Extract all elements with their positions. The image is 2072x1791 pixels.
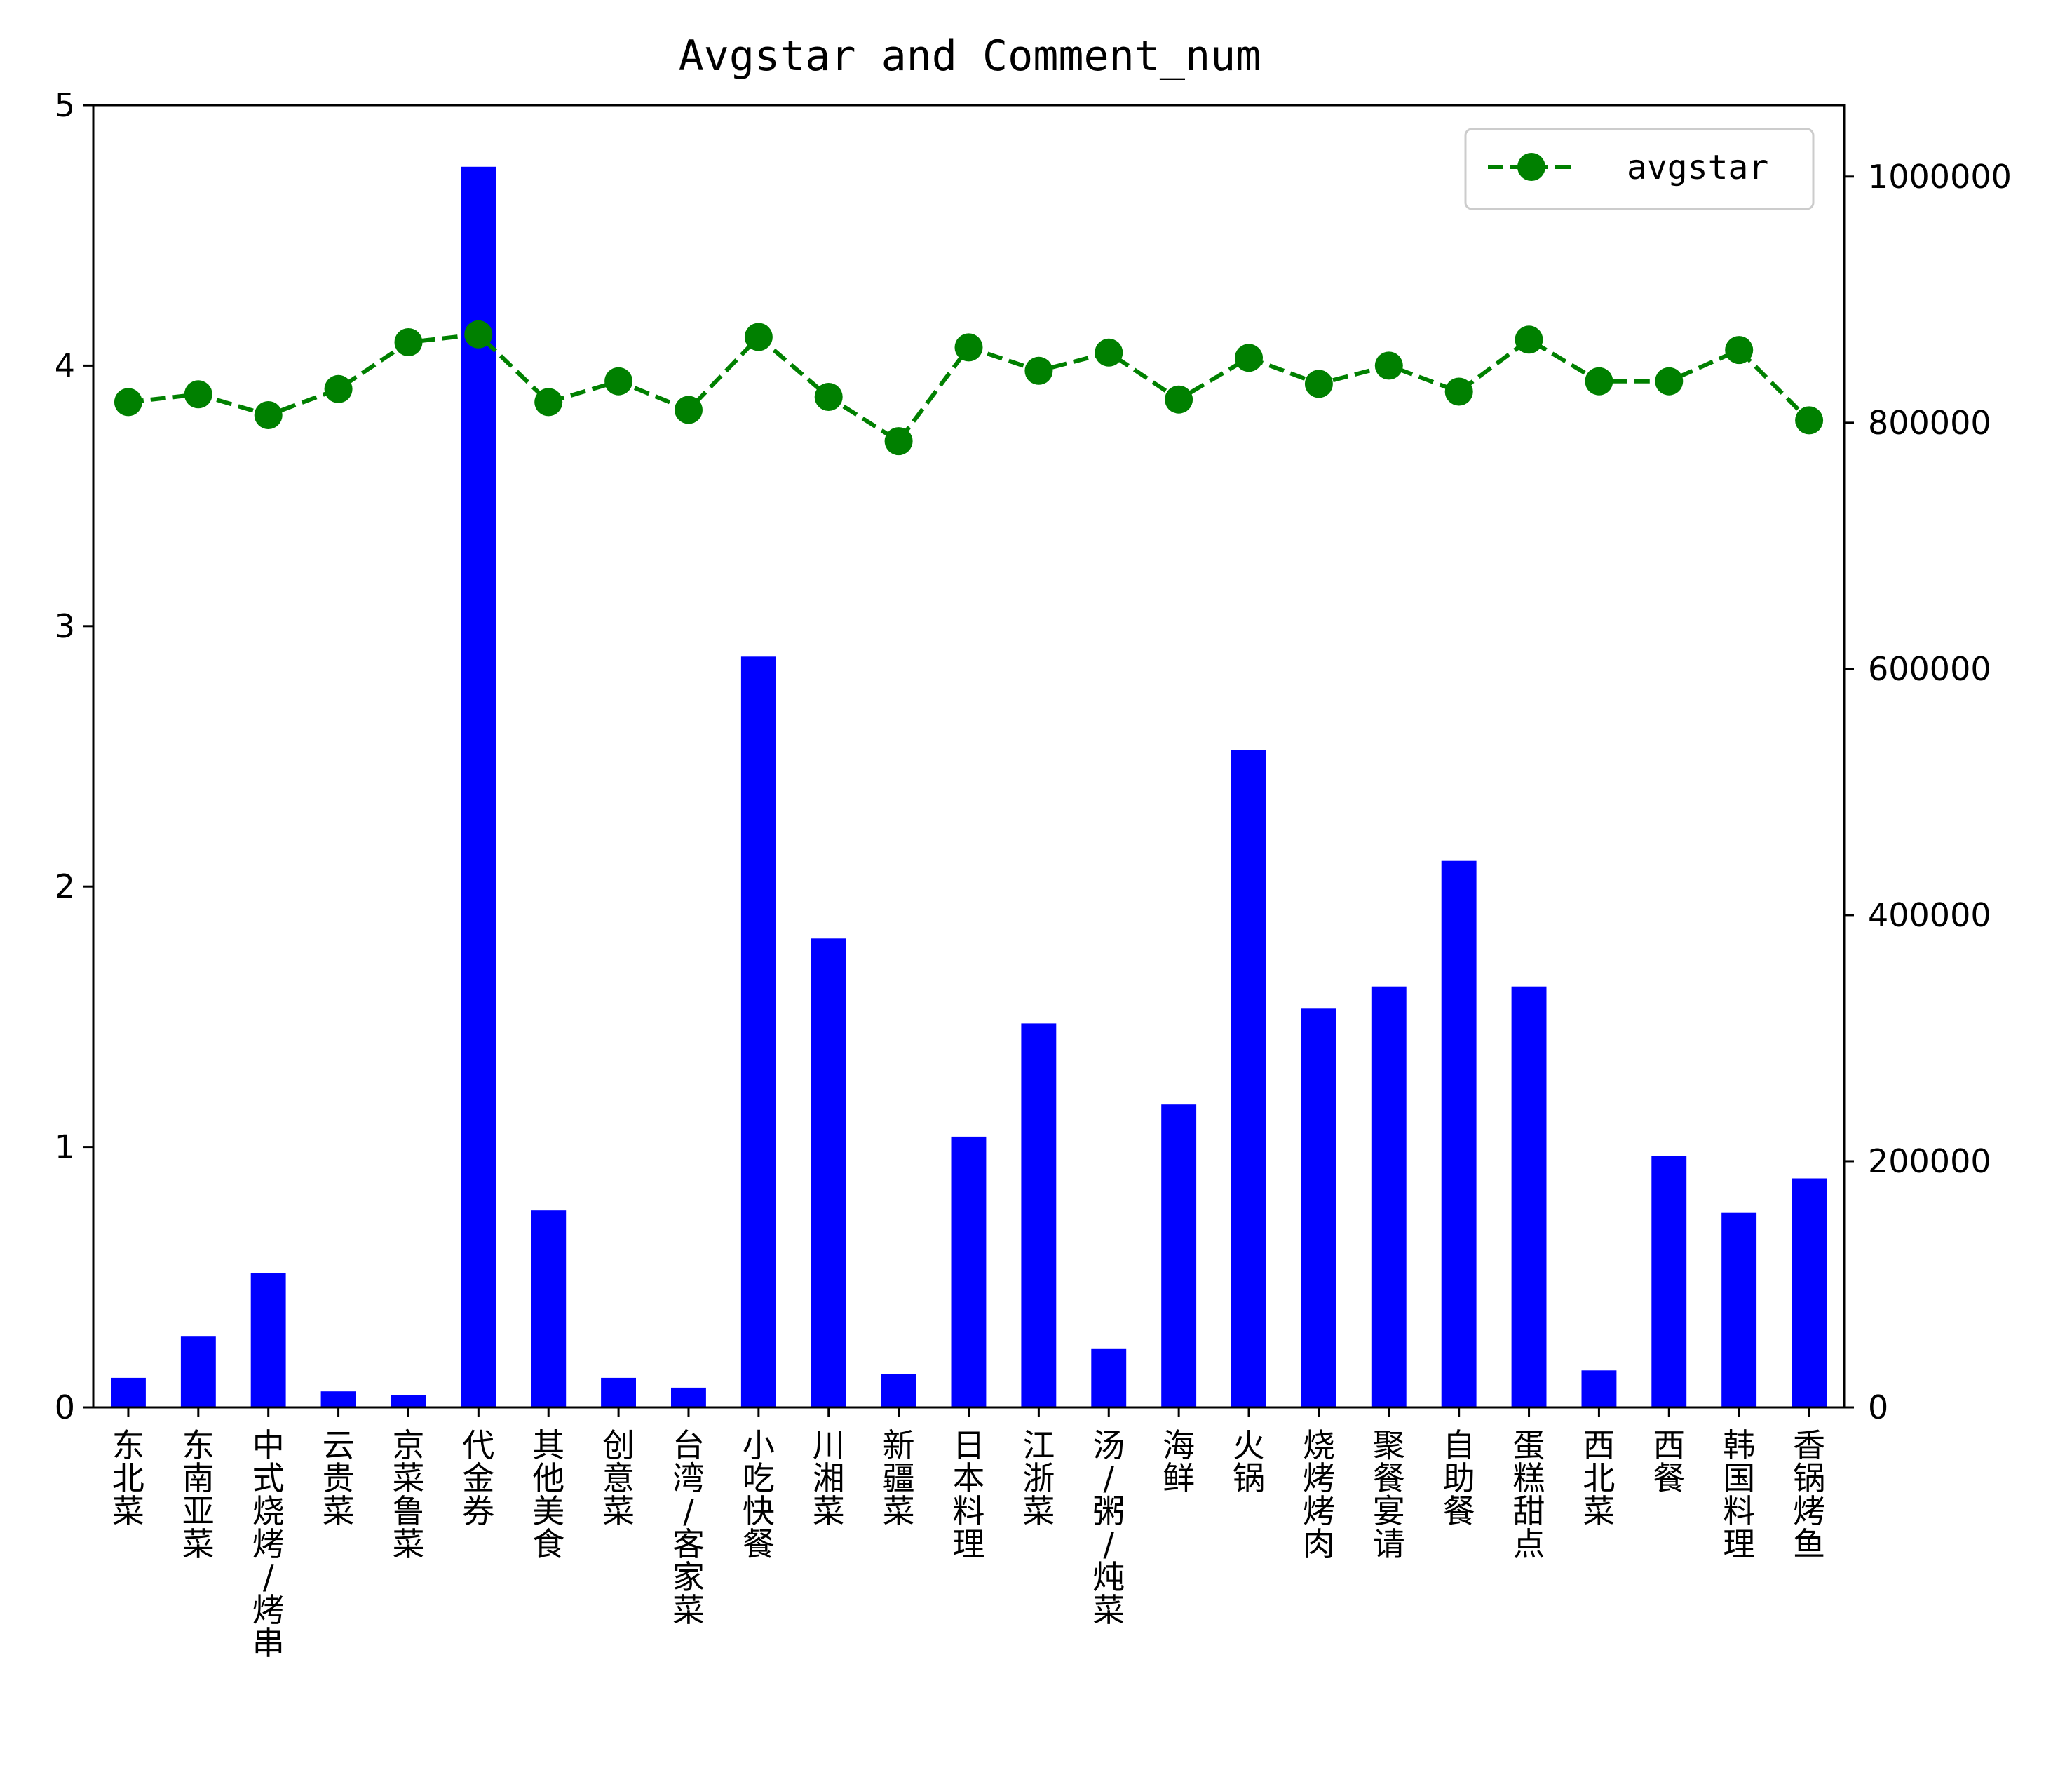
right-tick-label: 400000 [1868, 896, 1991, 934]
category-label-东南亚菜: 东南亚菜 [182, 1426, 215, 1563]
avgstar-point-自助餐 [1444, 377, 1473, 406]
category-label-江浙菜: 江浙菜 [1022, 1426, 1055, 1530]
right-axis-ticks: 0 200000 400000 600000 800000 1000000 [1844, 158, 2012, 1426]
bar-其他美食 [531, 1210, 567, 1407]
category-label-中式烧烤/烤串: 中式烧烤/烤串 [252, 1426, 285, 1662]
category-label-创意菜: 创意菜 [602, 1426, 635, 1530]
left-tick-label: 3 [55, 607, 75, 645]
bar-江浙菜 [1021, 1023, 1057, 1407]
category-label-蛋糕甜点: 蛋糕甜点 [1513, 1426, 1545, 1563]
avgstar-point-东北菜 [114, 388, 142, 417]
bar-东南亚菜 [180, 1336, 216, 1407]
bar-韩国料理 [1721, 1212, 1757, 1407]
avgstar-point-烧烤烤肉 [1304, 370, 1333, 398]
left-axis-ticks: 0 1 2 3 4 5 [55, 86, 93, 1426]
category-label-烧烤烤肉: 烧烤烤肉 [1303, 1426, 1335, 1563]
bar-创意菜 [601, 1377, 636, 1407]
avgstar-point-其他美食 [534, 388, 563, 417]
bar-聚餐宴请 [1371, 986, 1407, 1407]
bar-火锅 [1231, 750, 1266, 1407]
avgstar-point-香锅烤鱼 [1795, 406, 1824, 435]
category-label-东北菜: 东北菜 [112, 1426, 144, 1530]
category-label-小吃快餐: 小吃快餐 [743, 1426, 775, 1563]
left-tick-label: 2 [55, 867, 75, 905]
category-label-汤/粥/炖菜: 汤/粥/炖菜 [1092, 1426, 1125, 1629]
avgstar-point-汤/粥/炖菜 [1095, 338, 1123, 367]
category-label-代金券: 代金券 [462, 1426, 494, 1530]
avgstar-point-韩国料理 [1725, 336, 1754, 365]
avgstar-point-新疆菜 [884, 427, 913, 456]
avgstar-point-西北菜 [1585, 367, 1613, 396]
legend: avgstar [1464, 128, 1815, 210]
category-label-韩国料理: 韩国料理 [1723, 1426, 1755, 1563]
avgstar-point-火锅 [1235, 344, 1263, 372]
line-series [114, 320, 1824, 456]
bar-代金券 [461, 166, 496, 1407]
avgstar-point-聚餐宴请 [1374, 351, 1403, 380]
bar-烧烤烤肉 [1301, 1008, 1336, 1407]
avgstar-point-蛋糕甜点 [1515, 325, 1543, 354]
bar-日本料理 [951, 1136, 987, 1407]
bar-京菜鲁菜 [391, 1395, 426, 1407]
category-label-云贵菜: 云贵菜 [323, 1426, 355, 1530]
legend-box [1464, 128, 1815, 210]
avgstar-point-云贵菜 [324, 374, 353, 403]
right-tick-label: 1000000 [1868, 158, 2012, 196]
category-label-香锅烤鱼: 香锅烤鱼 [1793, 1426, 1825, 1563]
left-tick-label: 1 [55, 1128, 75, 1166]
legend-marker-swatch [1517, 153, 1545, 181]
bar-新疆菜 [881, 1374, 916, 1407]
category-label-聚餐宴请: 聚餐宴请 [1373, 1426, 1405, 1563]
avgstar-point-日本料理 [954, 333, 983, 362]
category-label-台湾/客家菜: 台湾/客家菜 [672, 1426, 705, 1629]
category-label-京菜鲁菜: 京菜鲁菜 [393, 1426, 425, 1563]
category-label-西餐: 西餐 [1653, 1426, 1685, 1497]
left-tick-label: 0 [55, 1388, 75, 1426]
category-label-自助餐: 自助餐 [1443, 1426, 1475, 1530]
bar-汤/粥/炖菜 [1091, 1348, 1127, 1407]
avgstar-point-创意菜 [604, 367, 633, 396]
avgstar-point-台湾/客家菜 [675, 396, 703, 424]
avgstar-point-海鲜 [1165, 385, 1193, 414]
category-label-海鲜: 海鲜 [1163, 1426, 1195, 1497]
avgstar-point-川湘菜 [814, 383, 843, 411]
bar-自助餐 [1441, 860, 1477, 1407]
right-tick-label: 200000 [1868, 1142, 1991, 1180]
avgstar-point-中式烧烤/烤串 [254, 401, 283, 429]
bar-小吃快餐 [740, 656, 776, 1407]
category-label-西北菜: 西北菜 [1583, 1426, 1615, 1530]
avgstar-point-江浙菜 [1024, 356, 1053, 385]
avgstar-point-西餐 [1655, 367, 1684, 396]
right-tick-label: 800000 [1868, 404, 1991, 442]
right-tick-label: 0 [1868, 1388, 1888, 1426]
bar-台湾/客家菜 [671, 1387, 706, 1407]
bar-云贵菜 [320, 1391, 356, 1407]
avgstar-point-代金券 [464, 320, 493, 349]
right-tick-label: 600000 [1868, 650, 1991, 688]
avgstar-point-东南亚菜 [184, 380, 212, 409]
bar-海鲜 [1161, 1104, 1197, 1407]
category-label-新疆菜: 新疆菜 [883, 1426, 915, 1530]
chart-title: Avgstar and Comment_num [679, 32, 1261, 81]
category-label-川湘菜: 川湘菜 [813, 1426, 845, 1530]
left-tick-label: 4 [55, 346, 75, 384]
avgstar-point-小吃快餐 [744, 323, 773, 351]
x-axis-tick-labels: 东北菜 东南亚菜 中式烧烤/烤串 云贵菜 京菜鲁菜 代金券 其他美食 创意菜 台湾/客家菜 小吃快… [112, 1407, 1825, 1662]
category-label-火锅: 火锅 [1233, 1426, 1265, 1497]
bar-川湘菜 [811, 938, 846, 1407]
bar-蛋糕甜点 [1511, 986, 1547, 1407]
bar-香锅烤鱼 [1792, 1178, 1827, 1407]
category-label-日本料理: 日本料理 [953, 1426, 985, 1563]
bar-西北菜 [1581, 1370, 1617, 1407]
bar-西餐 [1651, 1156, 1687, 1407]
bar-series [111, 166, 1827, 1407]
legend-entry-avgstar: avgstar [1627, 148, 1768, 187]
left-tick-label: 5 [55, 86, 75, 124]
category-label-其他美食: 其他美食 [532, 1426, 564, 1563]
avgstar-point-京菜鲁菜 [394, 328, 423, 356]
bar-东北菜 [111, 1377, 146, 1407]
bar-中式烧烤/烤串 [250, 1273, 286, 1407]
